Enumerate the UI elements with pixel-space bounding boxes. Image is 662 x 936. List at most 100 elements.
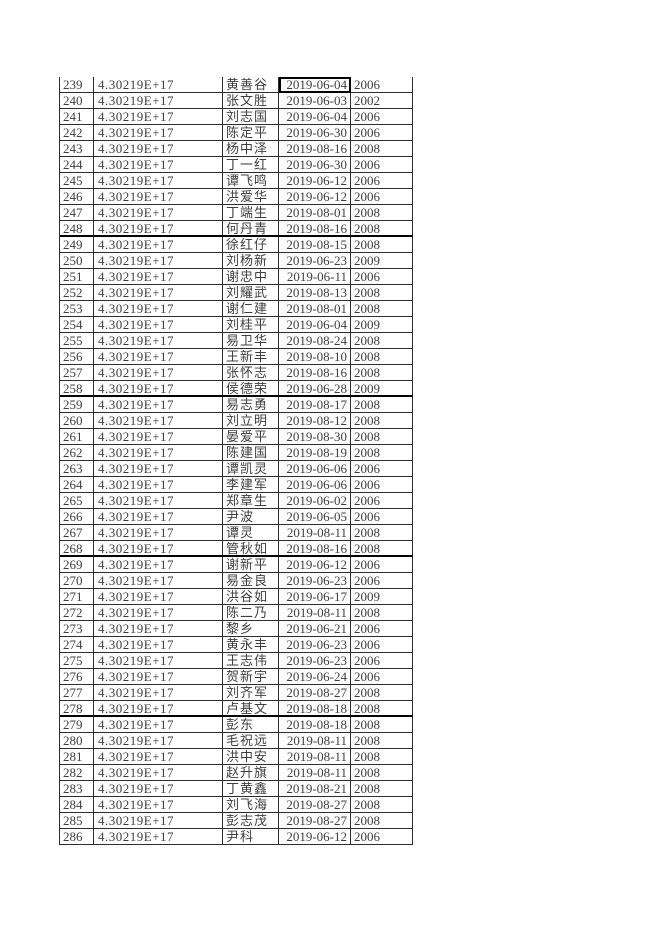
id-cell[interactable]: 4.30219E+17	[94, 397, 223, 413]
year-cell[interactable]: 2006	[351, 157, 413, 173]
row-number-cell[interactable]: 254	[60, 317, 94, 333]
year-cell[interactable]: 2008	[351, 221, 413, 237]
year-cell[interactable]: 2006	[351, 125, 413, 141]
date-cell[interactable]: 2019-06-23	[279, 653, 351, 669]
date-cell[interactable]: 2019-08-17	[279, 397, 351, 413]
year-cell[interactable]: 2009	[351, 589, 413, 605]
name-cell[interactable]: 尹波	[223, 509, 279, 525]
id-cell[interactable]: 4.30219E+17	[94, 413, 223, 429]
id-cell[interactable]: 4.30219E+17	[94, 589, 223, 605]
name-cell[interactable]: 谭凯灵	[223, 461, 279, 477]
name-cell[interactable]: 管秋如	[223, 541, 279, 557]
year-cell[interactable]: 2008	[351, 333, 413, 349]
name-cell[interactable]: 易志勇	[223, 397, 279, 413]
row-number-cell[interactable]: 252	[60, 285, 94, 301]
date-cell[interactable]: 2019-08-12	[279, 413, 351, 429]
date-cell[interactable]: 2019-06-04	[279, 109, 351, 125]
id-cell[interactable]: 4.30219E+17	[94, 493, 223, 509]
row-number-cell[interactable]: 251	[60, 269, 94, 285]
year-cell[interactable]: 2008	[351, 301, 413, 317]
date-cell[interactable]: 2019-06-03	[279, 93, 351, 109]
row-number-cell[interactable]: 266	[60, 509, 94, 525]
date-cell[interactable]: 2019-06-11	[279, 269, 351, 285]
id-cell[interactable]: 4.30219E+17	[94, 765, 223, 781]
year-cell[interactable]: 2006	[351, 109, 413, 125]
row-number-cell[interactable]: 262	[60, 445, 94, 461]
id-cell[interactable]: 4.30219E+17	[94, 733, 223, 749]
row-number-cell[interactable]: 272	[60, 605, 94, 621]
id-cell[interactable]: 4.30219E+17	[94, 253, 223, 269]
year-cell[interactable]: 2008	[351, 781, 413, 797]
row-number-cell[interactable]: 275	[60, 653, 94, 669]
year-cell[interactable]: 2008	[351, 397, 413, 413]
name-cell[interactable]: 黎乡	[223, 621, 279, 637]
year-cell[interactable]: 2008	[351, 701, 413, 717]
row-number-cell[interactable]: 286	[60, 829, 94, 845]
year-cell[interactable]: 2009	[351, 317, 413, 333]
name-cell[interactable]: 彭东	[223, 717, 279, 733]
date-cell[interactable]: 2019-08-15	[279, 237, 351, 253]
year-cell[interactable]: 2009	[351, 253, 413, 269]
name-cell[interactable]: 丁黄鑫	[223, 781, 279, 797]
date-cell[interactable]: 2019-06-23	[279, 573, 351, 589]
year-cell[interactable]: 2006	[351, 269, 413, 285]
name-cell[interactable]: 洪中安	[223, 749, 279, 765]
id-cell[interactable]: 4.30219E+17	[94, 381, 223, 397]
date-cell[interactable]: 2019-08-27	[279, 685, 351, 701]
row-number-cell[interactable]: 255	[60, 333, 94, 349]
id-cell[interactable]: 4.30219E+17	[94, 573, 223, 589]
name-cell[interactable]: 刘齐军	[223, 685, 279, 701]
name-cell[interactable]: 王新丰	[223, 349, 279, 365]
id-cell[interactable]: 4.30219E+17	[94, 717, 223, 733]
id-cell[interactable]: 4.30219E+17	[94, 653, 223, 669]
id-cell[interactable]: 4.30219E+17	[94, 141, 223, 157]
date-cell[interactable]: 2019-08-11	[279, 749, 351, 765]
year-cell[interactable]: 2008	[351, 365, 413, 381]
name-cell[interactable]: 黄永丰	[223, 637, 279, 653]
date-cell[interactable]: 2019-08-01	[279, 301, 351, 317]
year-cell[interactable]: 2008	[351, 525, 413, 541]
name-cell[interactable]: 丁端生	[223, 205, 279, 221]
row-number-cell[interactable]: 261	[60, 429, 94, 445]
id-cell[interactable]: 4.30219E+17	[94, 189, 223, 205]
id-cell[interactable]: 4.30219E+17	[94, 685, 223, 701]
id-cell[interactable]: 4.30219E+17	[94, 205, 223, 221]
id-cell[interactable]: 4.30219E+17	[94, 637, 223, 653]
id-cell[interactable]: 4.30219E+17	[94, 477, 223, 493]
year-cell[interactable]: 2006	[351, 477, 413, 493]
row-number-cell[interactable]: 276	[60, 669, 94, 685]
date-cell[interactable]: 2019-08-18	[279, 717, 351, 733]
name-cell[interactable]: 易卫华	[223, 333, 279, 349]
date-cell[interactable]: 2019-08-11	[279, 525, 351, 541]
date-cell[interactable]: 2019-08-16	[279, 221, 351, 237]
row-number-cell[interactable]: 279	[60, 717, 94, 733]
name-cell[interactable]: 谭灵	[223, 525, 279, 541]
name-cell[interactable]: 徐红仔	[223, 237, 279, 253]
row-number-cell[interactable]: 250	[60, 253, 94, 269]
date-cell[interactable]: 2019-08-27	[279, 797, 351, 813]
date-cell[interactable]: 2019-06-23	[279, 637, 351, 653]
row-number-cell[interactable]: 264	[60, 477, 94, 493]
name-cell[interactable]: 杨中泽	[223, 141, 279, 157]
id-cell[interactable]: 4.30219E+17	[94, 621, 223, 637]
date-cell[interactable]: 2019-08-11	[279, 765, 351, 781]
year-cell[interactable]: 2008	[351, 349, 413, 365]
id-cell[interactable]: 4.30219E+17	[94, 77, 223, 93]
date-cell[interactable]: 2019-06-06	[279, 477, 351, 493]
name-cell[interactable]: 刘志国	[223, 109, 279, 125]
date-cell[interactable]: 2019-08-19	[279, 445, 351, 461]
year-cell[interactable]: 2008	[351, 605, 413, 621]
date-cell[interactable]: 2019-08-01	[279, 205, 351, 221]
row-number-cell[interactable]: 281	[60, 749, 94, 765]
year-cell[interactable]: 2008	[351, 749, 413, 765]
row-number-cell[interactable]: 268	[60, 541, 94, 557]
date-cell[interactable]: 2019-08-24	[279, 333, 351, 349]
year-cell[interactable]: 2008	[351, 797, 413, 813]
id-cell[interactable]: 4.30219E+17	[94, 525, 223, 541]
name-cell[interactable]: 谭飞鸣	[223, 173, 279, 189]
year-cell[interactable]: 2008	[351, 685, 413, 701]
row-number-cell[interactable]: 249	[60, 237, 94, 253]
selected-cell[interactable]: 2019-06-04	[279, 77, 351, 93]
date-cell[interactable]: 2019-06-30	[279, 125, 351, 141]
id-cell[interactable]: 4.30219E+17	[94, 813, 223, 829]
